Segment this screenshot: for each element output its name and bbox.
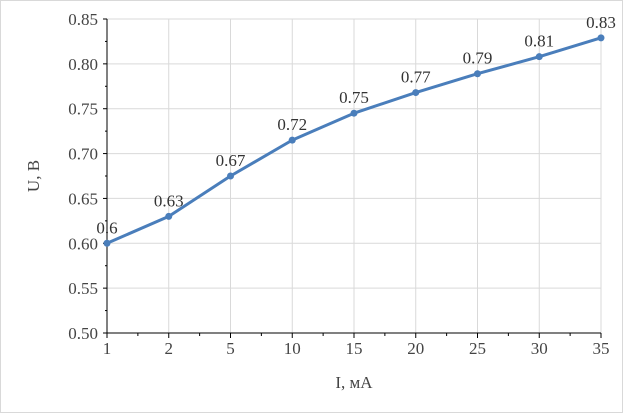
x-tick-label: 25 xyxy=(469,339,486,358)
y-tick-label: 0.65 xyxy=(68,189,98,208)
y-tick-label: 0.80 xyxy=(68,55,98,74)
data-label: 0.72 xyxy=(277,115,307,134)
data-point xyxy=(227,172,234,180)
data-point xyxy=(535,53,543,61)
axes: 0.500.550.600.650.700.750.800.851 2 5 10 15 2… xyxy=(68,10,609,358)
data-point xyxy=(165,212,173,220)
data-label: 0.79 xyxy=(463,49,493,68)
data-point xyxy=(350,109,358,117)
y-axis-title: U, В xyxy=(24,160,43,192)
data-label: 0.67 xyxy=(216,151,246,170)
series-group xyxy=(103,34,605,247)
data-point xyxy=(597,34,605,42)
x-tick-label: 35 xyxy=(593,339,610,358)
y-tick-label: 0.55 xyxy=(68,279,98,298)
x-axis-title: I, мА xyxy=(335,373,373,392)
data-label: 0.81 xyxy=(524,32,554,51)
data-label: 0.83 xyxy=(586,13,616,32)
y-tick-label: 0.70 xyxy=(68,145,98,164)
data-label: 0.6 xyxy=(96,218,117,237)
y-tick-label: 0.60 xyxy=(68,234,98,253)
x-tick-label: 20 xyxy=(407,339,424,358)
x-tick-label: 5 xyxy=(226,339,235,358)
data-point xyxy=(474,70,481,78)
data-point xyxy=(288,136,296,144)
grid-lines xyxy=(107,18,602,333)
data-point xyxy=(103,239,111,247)
x-tick-label: 10 xyxy=(284,339,301,358)
data-label: 0.63 xyxy=(154,191,184,210)
y-tick-label: 0.85 xyxy=(68,10,98,29)
data-point xyxy=(412,89,420,97)
x-tick-label: 2 xyxy=(165,339,174,358)
data-labels: 0.6 0.63 0.67 0.72 0.75 0.77 0.79 0.81 0.83 xyxy=(96,13,616,237)
y-tick-label: 0.75 xyxy=(68,100,98,119)
data-label: 0.77 xyxy=(401,68,431,87)
x-tick-label: 1 xyxy=(103,339,112,358)
x-tick-label: 30 xyxy=(531,339,548,358)
y-tick-label: 0.50 xyxy=(68,324,98,343)
data-label: 0.75 xyxy=(339,88,369,107)
x-tick-label: 15 xyxy=(346,339,363,358)
